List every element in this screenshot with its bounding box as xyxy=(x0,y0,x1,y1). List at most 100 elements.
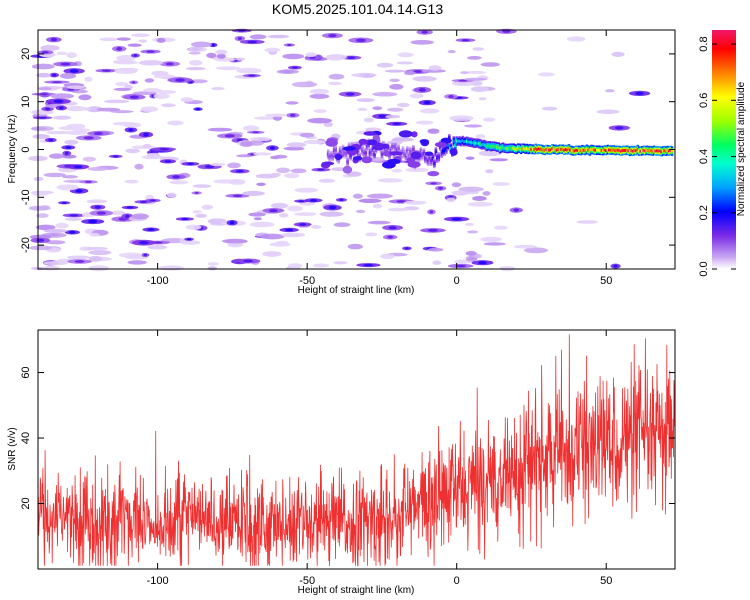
heatmap-noise-core xyxy=(53,99,64,104)
heatmap-noise-core xyxy=(50,38,58,42)
heatmap-ridge-core xyxy=(477,142,481,145)
heatmap-ridge-core xyxy=(329,154,333,158)
heatmap-noise-blob xyxy=(201,204,214,210)
heatmap-noise-core xyxy=(513,208,519,212)
heatmap-noise-blob xyxy=(463,77,488,81)
heatmap-ridge-core xyxy=(409,150,412,154)
heatmap-ridge-core xyxy=(531,147,535,151)
heatmap-ridge-core xyxy=(467,140,470,144)
heatmap-noise-blob xyxy=(213,179,238,184)
colorbar-label: Normalized spectral amplitude xyxy=(736,81,747,216)
heatmap-ridge-core xyxy=(373,152,376,156)
heatmap-ridge-core xyxy=(507,146,511,150)
heatmap-ridge-core xyxy=(503,146,506,150)
heatmap-noise-blob xyxy=(56,184,79,191)
heatmap-noise-core xyxy=(448,95,454,98)
heatmap-ridge-core xyxy=(620,149,623,153)
heatmap-noise-core xyxy=(355,38,366,42)
heatmap-noise-blob xyxy=(127,260,147,265)
heatmap-noise-core xyxy=(48,138,54,142)
heatmap-noise-core xyxy=(75,189,83,193)
heatmap-noise-blob xyxy=(215,66,241,71)
heatmap-ridge-core xyxy=(370,150,373,154)
heatmap-ridge-core xyxy=(646,149,650,152)
heatmap-ridge-core xyxy=(548,148,551,152)
heatmap-ridge-core xyxy=(564,148,568,151)
heatmap-noise-core xyxy=(635,91,644,95)
heatmap-noise-core xyxy=(211,43,215,47)
heatmap-noise-core xyxy=(128,128,134,132)
heatmap-noise-blob xyxy=(449,115,474,121)
heatmap-noise-blob xyxy=(192,210,202,214)
heatmap-noise-blob xyxy=(89,232,100,237)
heatmap-noise-core xyxy=(502,29,511,33)
heatmap-noise-blob xyxy=(363,117,374,123)
heatmap-ridge-core xyxy=(389,149,393,153)
heatmap-noise-core xyxy=(461,39,470,42)
heatmap-noise-blob xyxy=(35,224,56,231)
heatmap-ridge-core xyxy=(536,148,539,151)
heatmap-ridge-layer xyxy=(320,130,674,177)
heatmap-ridge-core xyxy=(513,147,517,151)
heatmap-noise-core xyxy=(243,259,254,263)
heatmap-ridge-blob xyxy=(424,151,434,156)
heatmap-ridge-core xyxy=(368,151,372,155)
page-title: KOM5.2025.101.04.14.G13 xyxy=(271,1,444,17)
heatmap-ridge-blob xyxy=(440,137,452,144)
heatmap-noise-core xyxy=(172,175,181,179)
heatmap-noise-blob xyxy=(325,54,347,60)
heatmap-noise-blob xyxy=(267,34,290,39)
heatmap-noise-blob xyxy=(270,172,281,177)
heatmap-ridge-core xyxy=(334,148,337,152)
heatmap-noise-blob xyxy=(385,115,401,119)
heatmap-noise-core xyxy=(269,146,275,150)
heatmap-ridge-core xyxy=(525,147,529,150)
heatmap-ridge-core xyxy=(434,150,438,154)
heatmap-ridge-core xyxy=(530,148,533,151)
heatmap-ridge-core xyxy=(557,148,560,151)
heatmap-ridge-core xyxy=(394,145,397,149)
heatmap-ridge-core xyxy=(567,147,571,151)
heatmap-noise-blob xyxy=(412,76,437,82)
heatmap-noise-blob xyxy=(489,158,508,162)
heatmap-ridge-core xyxy=(362,151,366,155)
heatmap-noise-blob xyxy=(309,93,330,99)
heatmap-noise-blob xyxy=(207,266,218,271)
snr-x-tick-label: 0 xyxy=(454,575,460,587)
heatmap-ridge-core xyxy=(380,152,384,156)
heatmap-ridge-core xyxy=(436,156,439,160)
heatmap-noise-blob xyxy=(119,252,143,258)
heatmap-ridge-core xyxy=(494,145,497,148)
heatmap-noise-blob xyxy=(138,39,147,43)
heatmap-noise-blob xyxy=(169,180,189,185)
heatmap-ridge-blob xyxy=(434,142,447,148)
heatmap-ridge-core xyxy=(608,148,611,152)
heatmap-ridge-core xyxy=(349,154,352,158)
heatmap-noise-blob xyxy=(355,209,366,214)
heatmap-ridge-core xyxy=(403,152,406,156)
heatmap-ridge-blob xyxy=(406,157,416,163)
heatmap-noise-blob xyxy=(64,139,79,145)
snr-y-label: SNR (v/v) xyxy=(7,427,18,470)
heatmap-x-tick-label: -50 xyxy=(299,275,315,287)
heatmap-noise-layer xyxy=(28,28,651,272)
heatmap-noise-blob xyxy=(33,176,44,182)
heatmap-noise-blob xyxy=(310,225,322,229)
heatmap-ridge-core xyxy=(516,146,520,150)
heatmap-noise-blob xyxy=(458,186,485,192)
heatmap-noise-blob xyxy=(611,51,625,57)
heatmap-noise-blob xyxy=(144,78,155,83)
heatmap-noise-core xyxy=(94,205,101,209)
heatmap-noise-blob xyxy=(32,192,49,197)
heatmap-ridge-core xyxy=(587,148,590,152)
heatmap-x-axis: -100 -50 0 50 xyxy=(147,30,612,287)
heatmap-ridge-core xyxy=(652,148,656,152)
heatmap-ridge-core xyxy=(664,149,668,153)
heatmap-noise-blob xyxy=(287,263,303,269)
heatmap-noise-blob xyxy=(188,51,201,55)
heatmap-noise-core xyxy=(388,226,397,230)
heatmap-noise-blob xyxy=(131,213,149,220)
heatmap-noise-core xyxy=(347,56,356,59)
heatmap-ridge-core xyxy=(443,148,447,152)
heatmap-noise-core xyxy=(455,264,466,268)
